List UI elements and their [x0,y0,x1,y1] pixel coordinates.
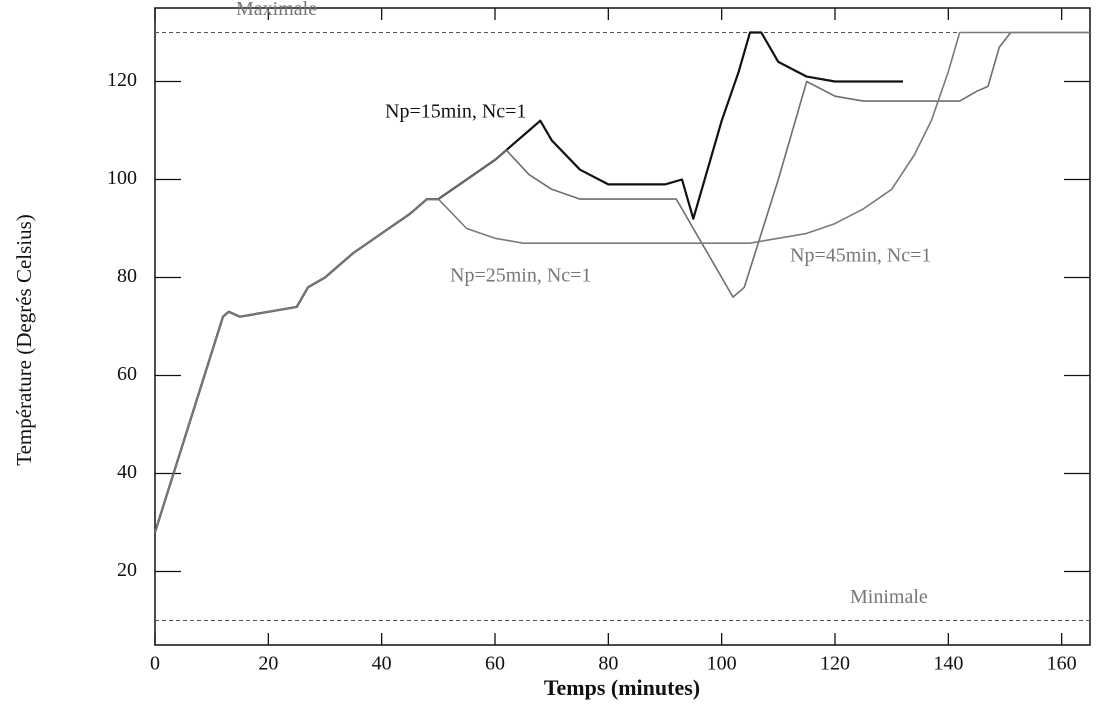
y-tick-label: 60 [117,363,137,385]
reference-label: Minimale [850,586,928,608]
x-tick-label: 120 [820,653,850,675]
series-label: Np=15min, Nc=1 [385,101,526,123]
y-tick-label: 100 [107,167,137,189]
reference-label: Maximale [236,0,317,20]
x-tick-label: 60 [485,653,505,675]
x-tick-label: 160 [1047,653,1077,675]
series-label: Np=45min, Nc=1 [790,245,931,267]
x-tick-label: 20 [258,653,278,675]
y-axis-label: Température (Degrés Celsius) [12,214,36,466]
y-tick-label: 120 [107,69,137,91]
series-line [154,31,1090,533]
x-tick-label: 80 [598,653,618,675]
y-tick-label: 80 [117,265,137,287]
x-tick-label: 40 [372,653,392,675]
x-tick-label: 100 [707,653,737,675]
series-line [154,31,1090,533]
plot-frame [154,7,1091,646]
series-label: Np=25min, Nc=1 [450,265,591,287]
x-axis-label: Temps (minutes) [544,675,700,700]
y-tick-label: 20 [117,559,137,581]
y-tick-label: 40 [117,461,137,483]
x-tick-label: 140 [933,653,963,675]
x-tick-label: 0 [150,653,160,675]
